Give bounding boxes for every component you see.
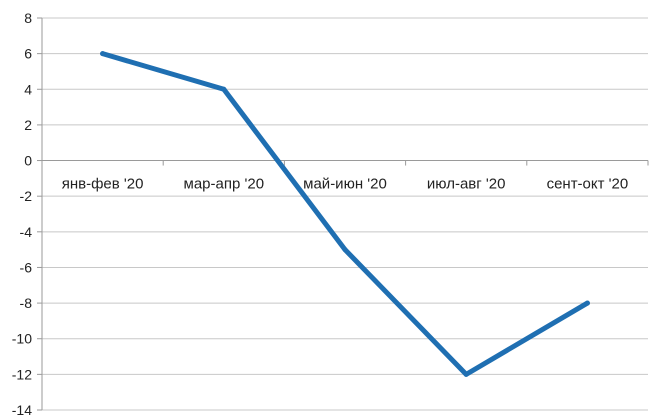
y-tick-label: 4 bbox=[24, 81, 32, 97]
y-tick-label: -6 bbox=[20, 259, 33, 275]
x-category-label: июл-авг '20 bbox=[427, 176, 506, 193]
y-tick-label: 8 bbox=[24, 10, 32, 26]
y-tick-label: -14 bbox=[12, 402, 32, 417]
y-tick-label: 2 bbox=[24, 117, 32, 133]
y-tick-label: 0 bbox=[24, 153, 32, 169]
data-point bbox=[342, 247, 348, 253]
data-point bbox=[221, 86, 227, 92]
x-category-label: сент-окт '20 bbox=[547, 176, 629, 193]
y-tick-label: -10 bbox=[12, 331, 32, 347]
y-tick-label: -4 bbox=[20, 224, 33, 240]
y-axis-ticks: 8 6 4 2 0 -2 -4 -6 -8 -10 -12 -14 bbox=[12, 10, 42, 417]
y-tick-label: -8 bbox=[20, 295, 33, 311]
data-point bbox=[463, 371, 469, 377]
series-group bbox=[100, 51, 590, 377]
y-tick-label: -2 bbox=[20, 188, 33, 204]
x-category-label: янв-фев '20 bbox=[62, 176, 144, 193]
data-point bbox=[584, 300, 590, 306]
y-tick-label: 6 bbox=[24, 46, 32, 62]
data-point bbox=[100, 51, 106, 57]
series-line bbox=[100, 51, 590, 377]
x-axis-categories: янв-фев '20 мар-апр '20 май-июн '20 июл-авг… bbox=[41, 160, 649, 193]
x-category-label: мар-апр '20 bbox=[184, 176, 265, 193]
gridlines bbox=[42, 17, 648, 411]
y-tick-label: -12 bbox=[12, 366, 32, 382]
x-category-label: май-июн '20 bbox=[303, 176, 387, 193]
